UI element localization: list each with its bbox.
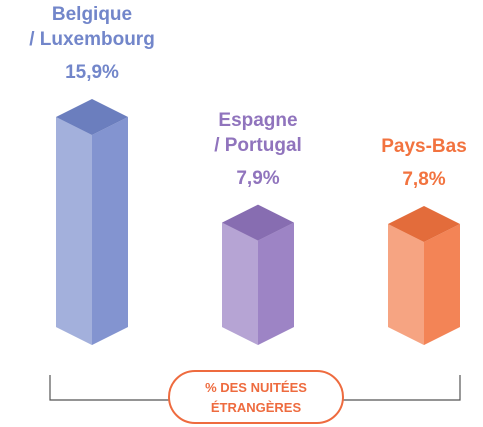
bar — [56, 99, 128, 345]
bar-top-face — [56, 99, 128, 135]
bar — [388, 205, 460, 345]
axis-label: % DES NUITÉES ÉTRANGÈRES — [168, 370, 344, 424]
bar-left-face — [222, 222, 258, 345]
category-label: Espagne / Portugal — [214, 109, 302, 156]
bar-label: Belgique / Luxembourg 15,9% — [2, 2, 182, 85]
bar-right-face — [258, 222, 294, 345]
bar-right-shade — [258, 222, 294, 345]
bar-right-shade — [424, 223, 460, 345]
value-label: 15,9% — [65, 62, 119, 83]
bar-top-shade — [222, 204, 294, 241]
bar-label: Espagne / Portugal 7,9% — [168, 108, 348, 191]
value-label: 7,8% — [402, 168, 446, 190]
bar-right-face — [92, 117, 128, 345]
bar-top-face — [222, 204, 294, 241]
bar-top-face — [388, 205, 460, 242]
category-label: Pays-Bas — [381, 135, 467, 157]
bar-top-shade — [388, 205, 460, 242]
bar-left-shade — [388, 223, 424, 345]
value-label: 7,9% — [236, 167, 280, 189]
bar-left-shade — [222, 222, 258, 345]
bar-right-face — [424, 223, 460, 345]
bar-label: Pays-Bas 7,8% — [334, 134, 483, 192]
bar-right-shade — [92, 117, 128, 345]
bar — [222, 204, 294, 345]
bar-top-shade — [56, 99, 128, 135]
category-label: Belgique / Luxembourg — [29, 4, 155, 50]
bar-left-face — [56, 117, 92, 345]
bar-left-face — [388, 223, 424, 345]
bar-left-shade — [56, 117, 92, 345]
